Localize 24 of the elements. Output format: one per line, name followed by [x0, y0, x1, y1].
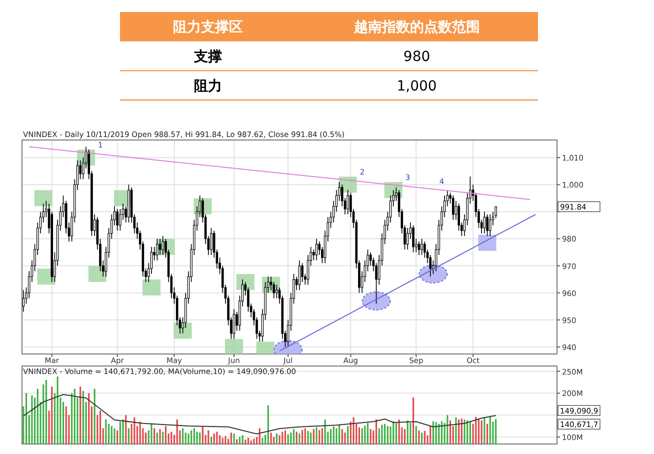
text: 1,000 — [396, 78, 437, 94]
point — [225, 338, 244, 354]
candlestick — [210, 228, 212, 256]
point — [478, 234, 496, 251]
text: 阻力 — [194, 78, 222, 94]
candlestick — [301, 262, 304, 282]
candlestick — [156, 238, 158, 261]
candlestick — [420, 238, 423, 256]
candlestick — [452, 195, 454, 220]
text: 支撑 — [192, 49, 222, 65]
candlestick — [276, 284, 278, 299]
point — [142, 279, 160, 296]
point — [34, 190, 52, 206]
candlestick — [346, 190, 349, 215]
text: 越南指数的点数范围 — [352, 20, 480, 36]
candlestick — [162, 236, 164, 256]
candlestick — [22, 290, 25, 312]
line-series — [22, 394, 496, 434]
candlestick — [412, 224, 414, 253]
text: 980 — [403, 49, 430, 65]
candlestick — [488, 214, 492, 236]
candlestick — [486, 214, 488, 236]
text: 阻力支撑区 — [172, 20, 243, 36]
candlestick — [116, 208, 118, 232]
